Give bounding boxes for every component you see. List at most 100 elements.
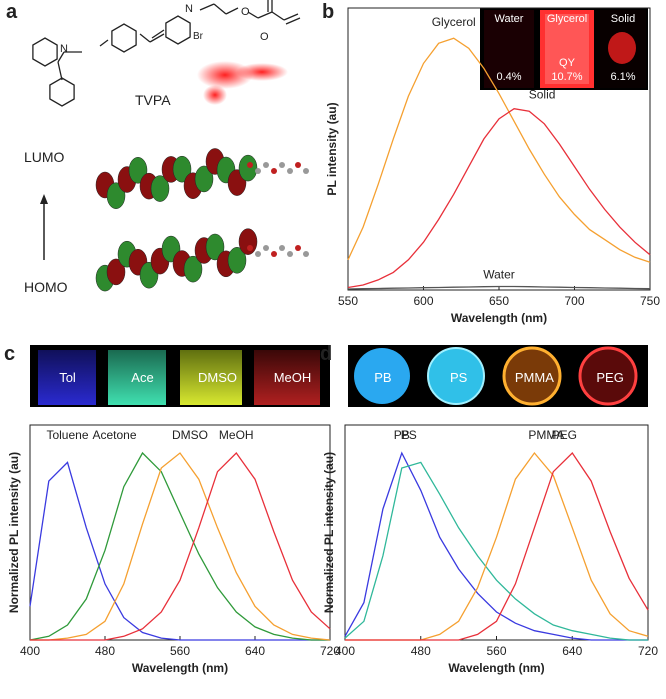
x-tick-label: 550 <box>338 294 358 308</box>
x-tick-label: 640 <box>245 644 265 658</box>
series-line <box>347 108 651 289</box>
atom <box>271 251 277 257</box>
atom <box>303 251 309 257</box>
y-axis-label: PL intensity (au) <box>325 102 339 195</box>
atom <box>263 245 269 251</box>
atom-n: N <box>60 43 68 55</box>
qy-label: QY <box>559 57 576 69</box>
x-axis-label: Wavelength (nm) <box>451 311 547 325</box>
photo-label: DMSO <box>198 370 237 385</box>
film <box>354 348 410 404</box>
panel-label: c <box>4 343 15 365</box>
x-tick-label: 480 <box>95 644 115 658</box>
series-label: PMMA <box>528 428 564 442</box>
series-label: DMSO <box>172 428 208 442</box>
vial-photos <box>30 345 330 407</box>
x-axis-label: Wavelength (nm) <box>448 661 544 675</box>
photo-label: PMMA <box>515 370 554 385</box>
atom <box>263 162 269 168</box>
photo-label: PB <box>374 370 391 385</box>
inset-label: Water <box>495 13 524 25</box>
atom <box>247 245 253 251</box>
atom <box>303 168 309 174</box>
atom <box>255 251 261 257</box>
photo-label: Ace <box>131 370 153 385</box>
inset-photos <box>480 8 648 90</box>
benzene-ring <box>49 77 75 107</box>
homo-label: HOMO <box>24 279 68 295</box>
x-tick-label: 640 <box>562 644 582 658</box>
x-axis-label: Wavelength (nm) <box>132 661 228 675</box>
series-label: Acetone <box>92 428 136 442</box>
orbital-lobe <box>205 233 225 261</box>
series-label: PEG <box>552 428 577 442</box>
series-label: Solid <box>529 88 556 102</box>
inset-label: Glycerol <box>547 13 587 25</box>
film-photos <box>348 345 648 407</box>
x-tick-label: 700 <box>564 294 584 308</box>
orbital-lobe <box>238 154 258 182</box>
series-line <box>30 451 331 641</box>
atom-o: O <box>241 6 250 18</box>
photo-glycerol-glow <box>545 14 589 84</box>
inset-label: Solid <box>611 13 635 25</box>
series-line <box>345 451 649 641</box>
lumo-label: LUMO <box>24 149 65 165</box>
panel-label: a <box>6 1 18 23</box>
benzene-ring <box>111 23 137 53</box>
series-label: Toluene <box>46 428 88 442</box>
vial <box>108 350 166 405</box>
series-line <box>347 37 651 263</box>
orbital-lobe <box>106 258 126 286</box>
x-tick-label: 400 <box>20 644 40 658</box>
atom <box>287 168 293 174</box>
orbital-lobe <box>194 165 214 193</box>
vial <box>180 350 242 405</box>
aie-glow <box>203 85 227 105</box>
counterion: Br <box>193 31 204 42</box>
atom <box>255 168 261 174</box>
vial <box>38 350 96 405</box>
x-tick-label: 720 <box>320 644 340 658</box>
orbital-lobe <box>238 228 258 255</box>
series-label: MeOH <box>219 428 254 442</box>
arrow-head <box>40 194 48 204</box>
orbital-lobe <box>150 175 170 202</box>
photo-label: PS <box>450 370 468 385</box>
x-tick-label: 480 <box>411 644 431 658</box>
x-tick-label: 560 <box>170 644 190 658</box>
atom <box>295 245 301 251</box>
series-line <box>30 452 331 641</box>
y-axis-label: Normalized PL intensity (au) <box>7 452 21 613</box>
atom <box>271 168 277 174</box>
orbitals <box>95 148 309 292</box>
solid-powder <box>608 32 636 64</box>
series-line <box>29 451 330 641</box>
atom-n-plus: N <box>185 3 193 15</box>
photo-water <box>484 10 534 88</box>
film <box>578 346 638 406</box>
orbital-lobe <box>227 247 247 274</box>
series-line <box>344 451 648 641</box>
panel-label: b <box>322 1 334 23</box>
y-axis-label: Normalized PL intensity (au) <box>322 452 336 613</box>
series-label: Water <box>483 267 515 281</box>
benzene-ring <box>165 15 191 45</box>
atom <box>279 162 285 168</box>
atom <box>247 162 253 168</box>
x-tick-label: 750 <box>640 294 660 308</box>
series-line <box>344 461 648 641</box>
film <box>427 347 485 405</box>
film <box>502 346 562 406</box>
atom <box>295 162 301 168</box>
orbital-lobe <box>183 255 203 283</box>
photo-label: MeOH <box>274 370 312 385</box>
x-tick-label: 560 <box>486 644 506 658</box>
atom <box>287 251 293 257</box>
photo-label: PEG <box>596 370 623 385</box>
plot-frame <box>29 424 331 641</box>
molecule-name: TVPA <box>135 92 171 108</box>
x-tick-label: 720 <box>638 644 658 658</box>
series-label: PS <box>401 428 417 442</box>
